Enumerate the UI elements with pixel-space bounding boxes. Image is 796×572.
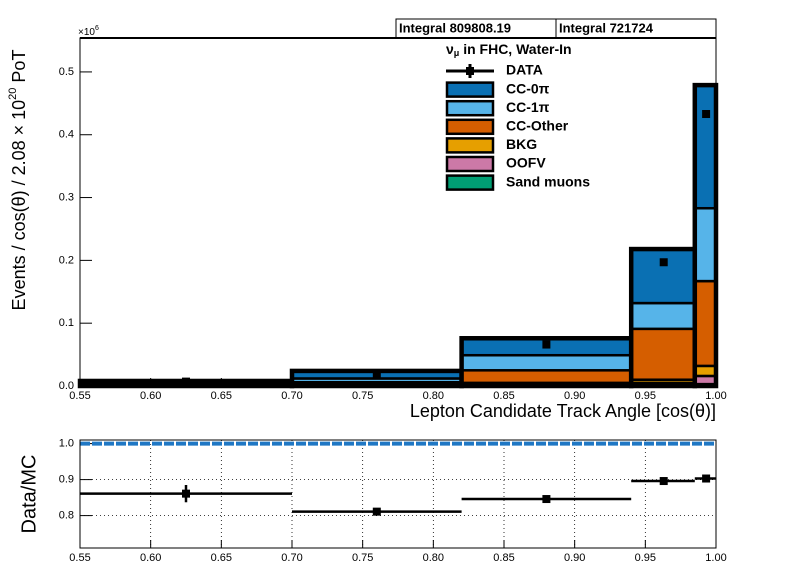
legend-label: Sand muons [506, 173, 590, 189]
x-tick-label: 0.80 [423, 390, 444, 402]
y-tick-label: 1.0 [59, 438, 74, 450]
x-tick-label: 0.75 [352, 552, 373, 564]
x-tick-label: 0.90 [564, 552, 585, 564]
y-tick-label: 0.4 [59, 129, 74, 141]
legend-label: DATA [506, 62, 543, 78]
legend-title-rest: in FHC, Water-In [459, 41, 571, 57]
multiplier-base: ×10 [78, 27, 95, 38]
legend-label: OOFV [506, 155, 546, 171]
stack-segment [693, 364, 718, 378]
x-tick-label: 1.00 [705, 390, 726, 402]
data-point [659, 258, 668, 267]
stack-segment [629, 247, 697, 305]
x-tick-label: 0.85 [493, 390, 514, 402]
y-tick-label: 0.5 [59, 66, 74, 78]
y-tick-label: 0.8 [59, 510, 74, 522]
stack-segment [693, 279, 718, 368]
x-tick-label: 0.95 [635, 552, 656, 564]
y-label-main: Events / cos(θ) / 2.08 × 10 [9, 100, 29, 311]
y-multiplier: ×106 [78, 25, 99, 38]
legend-swatch [445, 155, 495, 173]
y-tick-label: 0.0 [59, 380, 74, 392]
ratio-point [702, 474, 711, 483]
x-tick-label: 0.70 [281, 390, 302, 402]
legend-title-sub: μ [454, 48, 460, 58]
x-tick-label: 0.95 [635, 390, 656, 402]
data-point [182, 377, 190, 386]
frame [79, 439, 717, 549]
y-axis-label: Events / cos(θ) / 2.08 × 1020 PoT [7, 50, 29, 311]
legend-swatch [445, 118, 495, 136]
x-tick-label: 0.55 [69, 390, 90, 402]
x-axis-label: Lepton Candidate Track Angle [cos(θ)] [410, 401, 716, 421]
stack-segment [460, 353, 633, 372]
x-tick-label: 0.65 [211, 390, 232, 402]
legend-swatch [445, 81, 495, 98]
stack-segment [629, 301, 697, 331]
x-tick-label: 0.85 [493, 552, 514, 564]
y-axis-label: Data/MC [18, 455, 40, 534]
y-tick-label: 0.2 [59, 254, 74, 266]
legend-title-nu: ν [446, 41, 454, 57]
x-tick-label: 0.70 [281, 552, 302, 564]
x-tick-label: 0.80 [423, 552, 444, 564]
data-point [372, 370, 381, 379]
stats-text: Integral 809808.19 [399, 20, 511, 35]
x-tick-label: 0.75 [352, 390, 373, 402]
y-label-sup: 20 [7, 88, 19, 100]
y-tick-label: 0.3 [59, 191, 74, 203]
x-tick-label: 0.60 [140, 390, 161, 402]
legend-title: νμ in FHC, Water-In [446, 41, 572, 59]
x-tick-label: 0.90 [564, 390, 585, 402]
stack-segment [629, 327, 697, 381]
multiplier-exp: 6 [95, 25, 99, 32]
ratio-point [659, 477, 668, 486]
stack-segment [460, 369, 633, 385]
stack-segment [693, 83, 718, 210]
y-tick-label: 0.1 [59, 317, 74, 329]
x-tick-label: 0.55 [69, 552, 90, 564]
stack-segment [693, 206, 718, 283]
x-tick-label: 1.00 [705, 552, 726, 564]
legend-swatch [445, 174, 495, 191]
x-tick-label: 0.65 [211, 552, 232, 564]
legend-label: CC-Other [506, 118, 569, 134]
ratio-point [182, 489, 190, 498]
legend-label: CC-1π [506, 99, 550, 115]
stats-text: Integral 721724 [559, 20, 654, 35]
y-tick-label: 0.9 [59, 474, 74, 486]
ratio-point [372, 507, 381, 516]
x-tick-label: 0.60 [140, 552, 161, 564]
legend-label: CC-0π [506, 80, 550, 96]
data-point [542, 340, 551, 349]
ratio-point [542, 495, 551, 504]
legend-swatch [445, 99, 495, 117]
legend-swatch [445, 137, 495, 154]
data-point [702, 110, 711, 119]
y-label-post: PoT [9, 50, 29, 88]
legend-label: BKG [506, 136, 537, 152]
